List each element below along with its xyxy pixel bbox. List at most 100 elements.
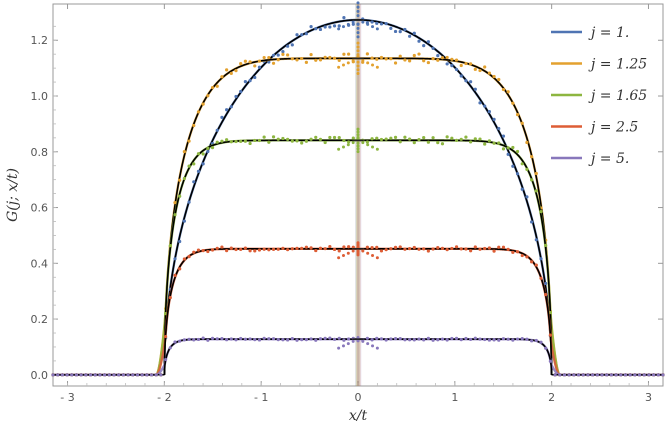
- data-point: [318, 58, 323, 62]
- data-point: [309, 337, 313, 341]
- data-point: [332, 337, 337, 341]
- data-point: [445, 135, 449, 139]
- data-point: [384, 338, 388, 342]
- data-point: [520, 162, 524, 166]
- data-point: [586, 373, 590, 377]
- data-point: [426, 140, 430, 144]
- data-point: [530, 178, 534, 182]
- data-point: [459, 74, 463, 78]
- data-point: [337, 58, 341, 62]
- data-point: [341, 254, 345, 258]
- data-point: [262, 336, 266, 340]
- data-point: [605, 373, 609, 377]
- data-point: [121, 373, 125, 377]
- data-point: [201, 102, 205, 106]
- data-point: [56, 373, 60, 377]
- data-point: [341, 145, 345, 149]
- data-point: [215, 246, 219, 250]
- data-point: [88, 373, 93, 377]
- data-point: [215, 140, 219, 144]
- data-point: [341, 63, 345, 67]
- data-point: [337, 27, 341, 31]
- data-point: [243, 246, 247, 250]
- data-point: [478, 337, 482, 341]
- data-point: [210, 248, 215, 252]
- data-point: [300, 141, 304, 145]
- data-point: [243, 80, 247, 84]
- data-point: [431, 57, 435, 61]
- center-spike-band: [355, 4, 359, 386]
- data-point: [375, 65, 379, 69]
- center-spike-band: [357, 4, 362, 386]
- data-point: [286, 53, 290, 57]
- data-point: [375, 245, 379, 249]
- data-point: [328, 336, 332, 340]
- data-point: [440, 246, 445, 250]
- data-point: [469, 80, 473, 84]
- data-point: [525, 167, 529, 171]
- data-point: [567, 373, 571, 377]
- data-point: [454, 138, 459, 142]
- data-point: [520, 121, 524, 125]
- data-point: [661, 373, 665, 377]
- data-point: [548, 310, 552, 315]
- data-point: [356, 241, 360, 245]
- data-point: [379, 337, 384, 341]
- data-point: [398, 140, 402, 144]
- data-point: [267, 60, 271, 64]
- data-point: [281, 50, 285, 54]
- ticks-layer: - 3 - 2 - 1 0 1 2 3 0.0 0.2 0.4 0.6 0.8 1.0 1.2: [31, 4, 663, 404]
- data-point: [271, 61, 276, 65]
- data-point: [393, 61, 398, 65]
- data-point: [431, 46, 435, 50]
- data-point: [309, 52, 313, 57]
- data-point: [412, 31, 416, 35]
- data-point: [117, 373, 121, 377]
- data-point: [530, 339, 534, 343]
- legend-label-3: j = 1.65: [588, 88, 647, 104]
- data-point: [356, 41, 360, 45]
- data-point: [408, 137, 412, 141]
- data-point: [371, 63, 375, 67]
- data-point: [323, 140, 327, 145]
- center-spike-band: [356, 4, 361, 386]
- data-point: [356, 335, 360, 339]
- data-point: [262, 247, 266, 251]
- data-point: [417, 52, 421, 56]
- data-point: [408, 247, 412, 251]
- data-point: [351, 249, 355, 253]
- data-point: [539, 257, 543, 261]
- data-point: [511, 101, 515, 105]
- y-tick-label: 1.0: [31, 90, 49, 103]
- data-point: [253, 75, 257, 80]
- y-tick-label: 0.8: [31, 146, 49, 159]
- data-point: [346, 22, 350, 26]
- data-point: [633, 373, 637, 377]
- data-point: [210, 336, 215, 340]
- data-point: [431, 338, 435, 342]
- data-point: [450, 336, 454, 341]
- data-point: [173, 340, 177, 344]
- y-tick-label: 0.0: [31, 369, 49, 382]
- x-tick-label: 1: [451, 391, 458, 404]
- data-point: [511, 145, 515, 150]
- data-point: [487, 110, 491, 114]
- data-point: [459, 338, 463, 342]
- data-point: [464, 336, 468, 341]
- data-point: [290, 43, 294, 47]
- data-point: [366, 342, 370, 346]
- data-point: [342, 338, 346, 342]
- data-point: [501, 337, 506, 341]
- data-point: [445, 338, 449, 342]
- data-point: [445, 62, 449, 66]
- data-point: [469, 140, 473, 144]
- data-point: [93, 373, 97, 377]
- data-point: [149, 373, 154, 377]
- data-point: [304, 139, 308, 143]
- data-point: [215, 128, 219, 132]
- data-point: [370, 245, 374, 250]
- data-point: [187, 337, 191, 342]
- data-point: [356, 147, 360, 151]
- data-point: [300, 338, 304, 342]
- data-point: [346, 342, 350, 346]
